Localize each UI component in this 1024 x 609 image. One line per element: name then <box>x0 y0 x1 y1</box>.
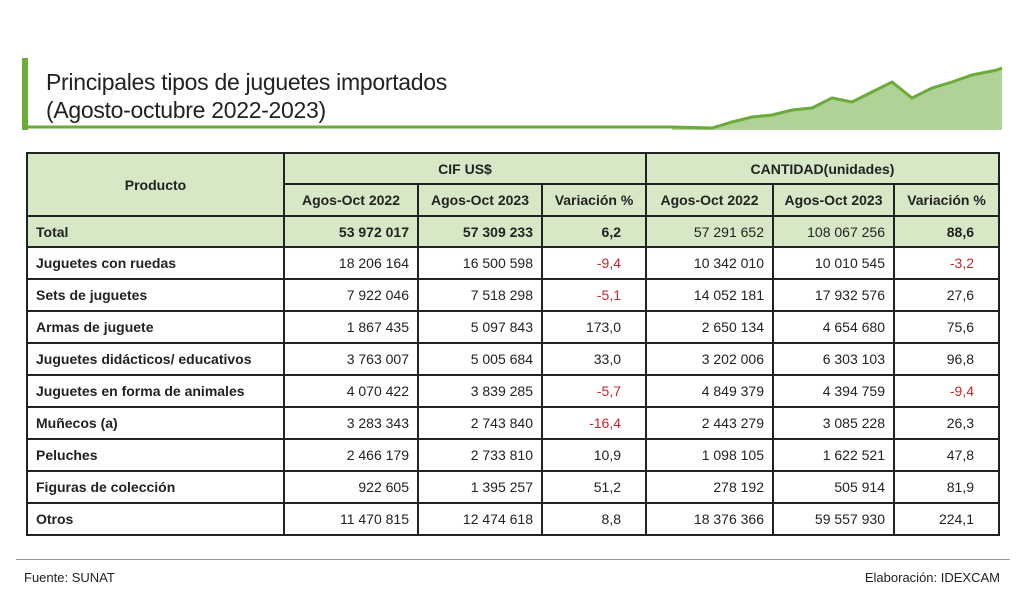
table-row: Juguetes didácticos/ educativos 3 763 007… <box>26 342 1000 376</box>
table-row: Otros 11 470 815 12 474 618 8,8 18 376 366 59… <box>26 502 1000 536</box>
product-name: Otros <box>26 502 285 536</box>
cell: -5,1 <box>541 278 647 312</box>
cell: 6 303 103 <box>772 342 895 376</box>
total-label: Total <box>26 215 285 248</box>
subheader: Agos-Oct 2022 <box>283 183 419 217</box>
cell: 16 500 598 <box>417 246 543 280</box>
cell: 10 010 545 <box>772 246 895 280</box>
cell: 51,2 <box>541 470 647 504</box>
cell: -9,4 <box>541 246 647 280</box>
cell: 108 067 256 <box>772 215 895 248</box>
table-row: Armas de juguete 1 867 435 5 097 843 173,0 2… <box>26 310 1000 344</box>
cell: -5,7 <box>541 374 647 408</box>
cell: 2 733 810 <box>417 438 543 472</box>
cell: 11 470 815 <box>283 502 419 536</box>
cell: 17 932 576 <box>772 278 895 312</box>
cell: 173,0 <box>541 310 647 344</box>
subheader: Variación % <box>893 183 1000 217</box>
cell: 18 376 366 <box>645 502 774 536</box>
cell: 505 914 <box>772 470 895 504</box>
cell: 53 972 017 <box>283 215 419 248</box>
cell: 278 192 <box>645 470 774 504</box>
imports-table: Producto CIF US$ CANTIDAD(unidades) Agos… <box>26 152 1000 536</box>
cell: 3 839 285 <box>417 374 543 408</box>
cell: 1 098 105 <box>645 438 774 472</box>
title-line-1: Principales tipos de juguetes importados <box>46 69 447 95</box>
cell: 57 291 652 <box>645 215 774 248</box>
cell: 1 395 257 <box>417 470 543 504</box>
subheader: Agos-Oct 2023 <box>772 183 895 217</box>
product-name: Sets de juguetes <box>26 278 285 312</box>
cell: 224,1 <box>893 502 1000 536</box>
header-product: Producto <box>26 152 285 217</box>
total-row: Total 53 972 017 57 309 233 6,2 57 291 6… <box>26 215 1000 248</box>
cell: 27,6 <box>893 278 1000 312</box>
cell: -16,4 <box>541 406 647 440</box>
cell: 1 622 521 <box>772 438 895 472</box>
cell: 8,8 <box>541 502 647 536</box>
cell: -9,4 <box>893 374 1000 408</box>
page-title: Principales tipos de juguetes importados… <box>46 68 447 124</box>
cell: 26,3 <box>893 406 1000 440</box>
cell: 18 206 164 <box>283 246 419 280</box>
cell: 7 518 298 <box>417 278 543 312</box>
cell: 59 557 930 <box>772 502 895 536</box>
cell: 4 654 680 <box>772 310 895 344</box>
cell: 75,6 <box>893 310 1000 344</box>
cell: 5 097 843 <box>417 310 543 344</box>
table-row: Juguetes con ruedas 18 206 164 16 500 598-… <box>26 246 1000 280</box>
cell: 57 309 233 <box>417 215 543 248</box>
growth-chart-decoration <box>22 66 1003 130</box>
cell: 3 202 006 <box>645 342 774 376</box>
cell: 10 342 010 <box>645 246 774 280</box>
subheader: Variación % <box>541 183 647 217</box>
cell: 4 070 422 <box>283 374 419 408</box>
cell: 1 867 435 <box>283 310 419 344</box>
cell: 88,6 <box>893 215 1000 248</box>
product-name: Juguetes con ruedas <box>26 246 285 280</box>
cell: 6,2 <box>541 215 647 248</box>
header-cif: CIF US$ <box>283 152 647 185</box>
table-row: Sets de juguetes 7 922 046 7 518 298 -5,1 14… <box>26 278 1000 312</box>
cell: 3 283 343 <box>283 406 419 440</box>
credit-note: Elaboración: IDEXCAM <box>864 570 1000 585</box>
cell: 14 052 181 <box>645 278 774 312</box>
cell: 10,9 <box>541 438 647 472</box>
product-name: Juguetes en forma de animales <box>26 374 285 408</box>
title-accent-bar <box>22 58 28 130</box>
cell: 96,8 <box>893 342 1000 376</box>
cell: 5 005 684 <box>417 342 543 376</box>
cell: 12 474 618 <box>417 502 543 536</box>
table-row: Peluches 2 466 179 2 733 810 10,9 1 098 105 1… <box>26 438 1000 472</box>
cell: 47,8 <box>893 438 1000 472</box>
product-name: Armas de juguete <box>26 310 285 344</box>
table-row: Juguetes en forma de animales 4 070 422 3 … <box>26 374 1000 408</box>
source-note: Fuente: SUNAT <box>24 570 115 585</box>
cell: 2 443 279 <box>645 406 774 440</box>
cell: 2 743 840 <box>417 406 543 440</box>
table-row: Figuras de colección 922 605 1 395 257 51,2… <box>26 470 1000 504</box>
cell: 7 922 046 <box>283 278 419 312</box>
cell: 2 650 134 <box>645 310 774 344</box>
cell: 3 085 228 <box>772 406 895 440</box>
cell: 922 605 <box>283 470 419 504</box>
header-quantity: CANTIDAD(unidades) <box>645 152 1000 185</box>
table-row: Muñecos (a) 3 283 343 2 743 840 -16,4 2 443 … <box>26 406 1000 440</box>
product-name: Peluches <box>26 438 285 472</box>
product-name: Muñecos (a) <box>26 406 285 440</box>
cell: -3,2 <box>893 246 1000 280</box>
title-line-2: (Agosto-octubre 2022-2023) <box>46 97 326 123</box>
cell: 4 849 379 <box>645 374 774 408</box>
footer-divider <box>16 559 1010 560</box>
cell: 4 394 759 <box>772 374 895 408</box>
cell: 81,9 <box>893 470 1000 504</box>
subheader: Agos-Oct 2022 <box>645 183 774 217</box>
cell: 2 466 179 <box>283 438 419 472</box>
product-name: Figuras de colección <box>26 470 285 504</box>
subheader: Agos-Oct 2023 <box>417 183 543 217</box>
product-name: Juguetes didácticos/ educativos <box>26 342 285 376</box>
cell: 3 763 007 <box>283 342 419 376</box>
cell: 33,0 <box>541 342 647 376</box>
